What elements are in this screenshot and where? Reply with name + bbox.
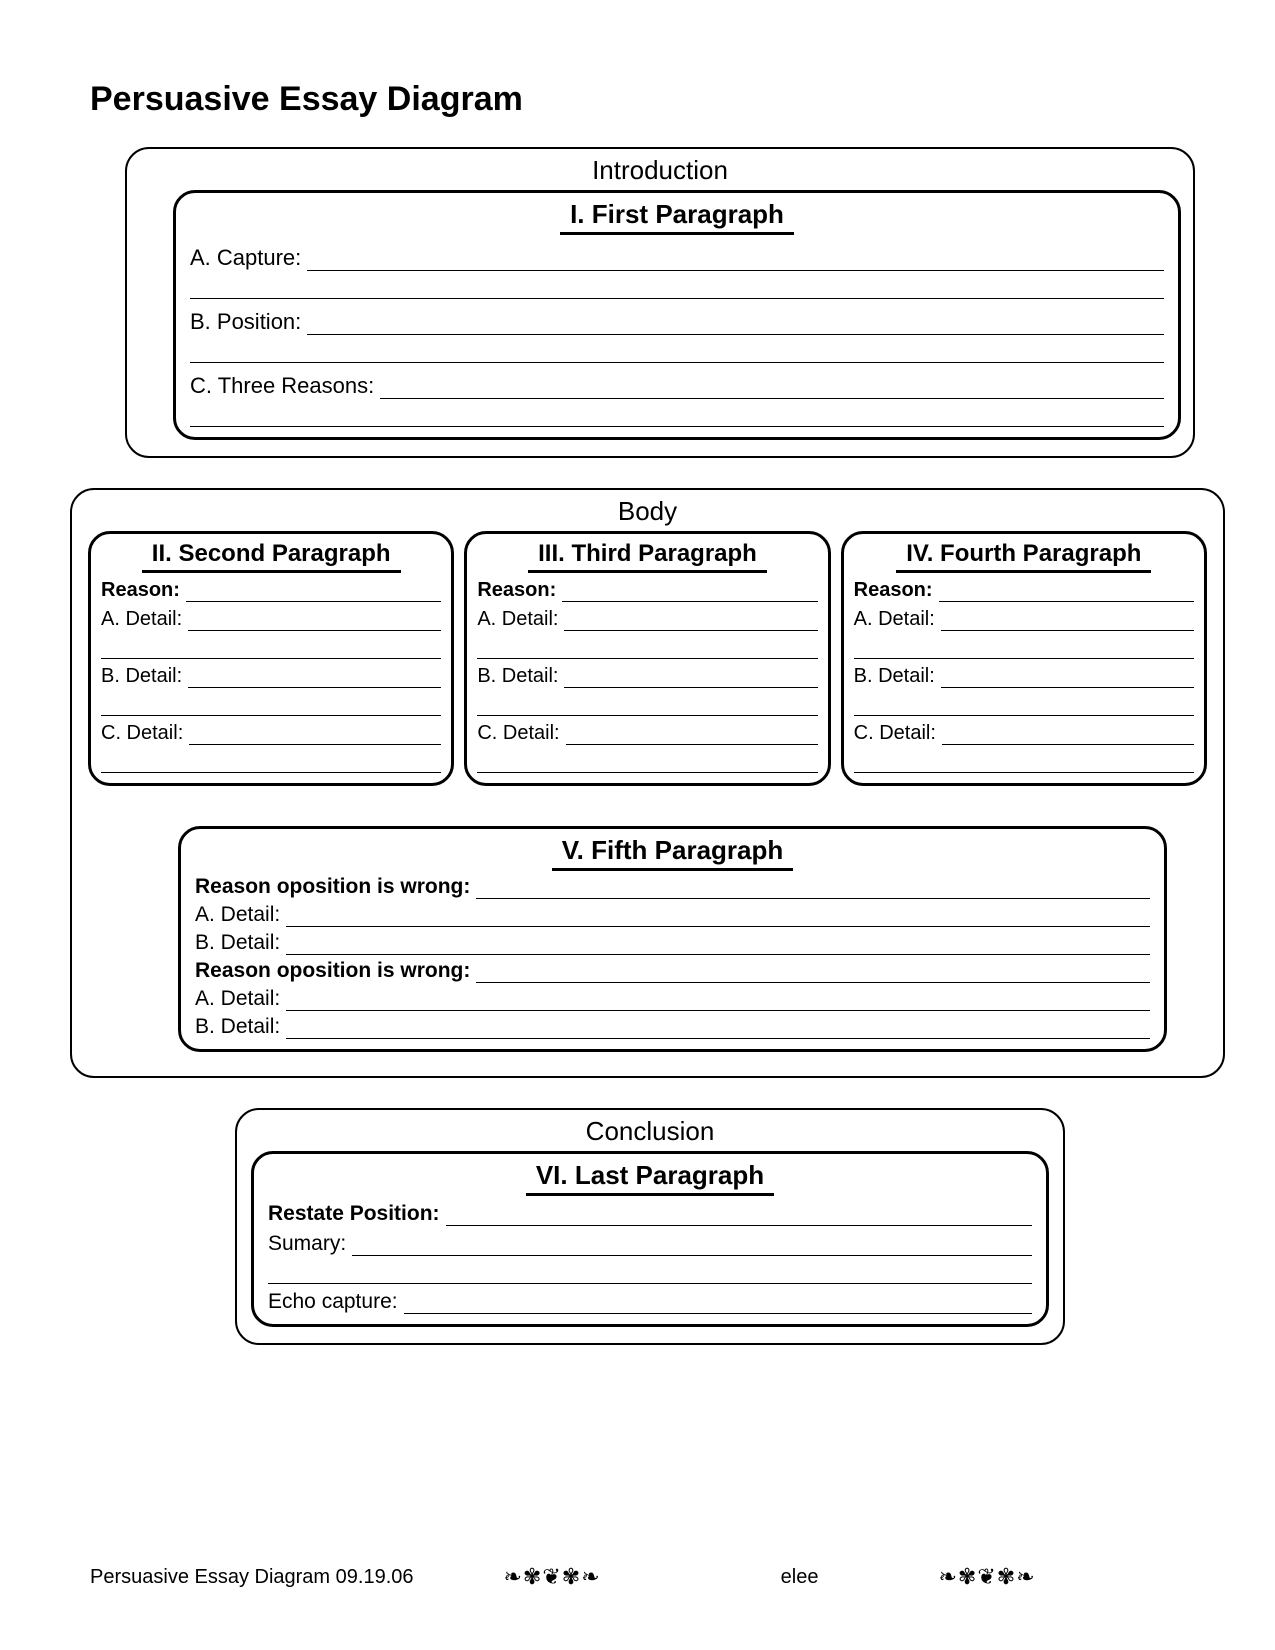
last-paragraph-box: VI. Last Paragraph Restate Position: Sum… xyxy=(251,1151,1049,1327)
fifth-paragraph-title: V. Fifth Paragraph xyxy=(195,835,1150,871)
p5-detail-1a: A. Detail: xyxy=(195,903,1150,927)
echo-capture-field: Echo capture: xyxy=(268,1290,1032,1314)
p3-detail-c: C. Detail: xyxy=(477,722,817,745)
position-blank-line xyxy=(190,339,1164,363)
capture-field: A. Capture: xyxy=(190,245,1164,271)
p4-reason: Reason: xyxy=(854,579,1194,602)
p2-detail-b: B. Detail: xyxy=(101,665,441,688)
restate-position-field: Restate Position: xyxy=(268,1202,1032,1226)
first-paragraph-box: I. First Paragraph A. Capture: B. Positi… xyxy=(173,190,1181,440)
footer-author: elee xyxy=(781,1566,819,1589)
capture-blank-line xyxy=(190,275,1164,299)
position-field: B. Position: xyxy=(190,309,1164,335)
conclusion-section: Conclusion VI. Last Paragraph Restate Po… xyxy=(235,1108,1065,1345)
three-reasons-blank-line xyxy=(190,403,1164,427)
introduction-label: Introduction xyxy=(143,155,1177,186)
body-three-columns: II. Second Paragraph Reason: A. Detail: … xyxy=(88,531,1207,786)
summary-blank-line xyxy=(268,1260,1032,1284)
p4-detail-a: A. Detail: xyxy=(854,608,1194,631)
p3-detail-b: B. Detail: xyxy=(477,665,817,688)
p5-detail-1b: B. Detail: xyxy=(195,931,1150,955)
third-paragraph-title: III. Third Paragraph xyxy=(477,540,817,573)
p5-reason-2: Reason oposition is wrong: xyxy=(195,959,1150,983)
page-title: Persuasive Essay Diagram xyxy=(90,80,1215,119)
third-paragraph-box: III. Third Paragraph Reason: A. Detail: … xyxy=(464,531,830,786)
p5-reason-1: Reason oposition is wrong: xyxy=(195,875,1150,899)
p5-detail-2a: A. Detail: xyxy=(195,987,1150,1011)
footer-ornament-right-icon: ❧✾❦✾❧ xyxy=(938,1564,1035,1590)
page-footer: Persuasive Essay Diagram 09.19.06 ❧✾❦✾❧ … xyxy=(90,1564,1205,1590)
body-label: Body xyxy=(88,496,1207,527)
p5-detail-2b: B. Detail: xyxy=(195,1015,1150,1039)
three-reasons-field: C. Three Reasons: xyxy=(190,373,1164,399)
p4-detail-c: C. Detail: xyxy=(854,722,1194,745)
conclusion-label: Conclusion xyxy=(253,1116,1047,1147)
fourth-paragraph-box: IV. Fourth Paragraph Reason: A. Detail: … xyxy=(841,531,1207,786)
p2-detail-c: C. Detail: xyxy=(101,722,441,745)
summary-field: Sumary: xyxy=(268,1232,1032,1256)
last-paragraph-title: VI. Last Paragraph xyxy=(268,1160,1032,1196)
fifth-paragraph-box: V. Fifth Paragraph Reason oposition is w… xyxy=(178,826,1167,1052)
p3-detail-a: A. Detail: xyxy=(477,608,817,631)
second-paragraph-box: II. Second Paragraph Reason: A. Detail: … xyxy=(88,531,454,786)
p2-reason: Reason: xyxy=(101,579,441,602)
footer-left-text: Persuasive Essay Diagram 09.19.06 xyxy=(90,1566,414,1589)
first-paragraph-title: I. First Paragraph xyxy=(190,199,1164,235)
introduction-section: Introduction I. First Paragraph A. Captu… xyxy=(125,147,1195,458)
fourth-paragraph-title: IV. Fourth Paragraph xyxy=(854,540,1194,573)
footer-ornament-left-icon: ❧✾❦✾❧ xyxy=(504,1564,601,1590)
p4-detail-b: B. Detail: xyxy=(854,665,1194,688)
body-section: Body II. Second Paragraph Reason: A. Det… xyxy=(70,488,1225,1078)
p2-detail-a: A. Detail: xyxy=(101,608,441,631)
p3-reason: Reason: xyxy=(477,579,817,602)
second-paragraph-title: II. Second Paragraph xyxy=(101,540,441,573)
